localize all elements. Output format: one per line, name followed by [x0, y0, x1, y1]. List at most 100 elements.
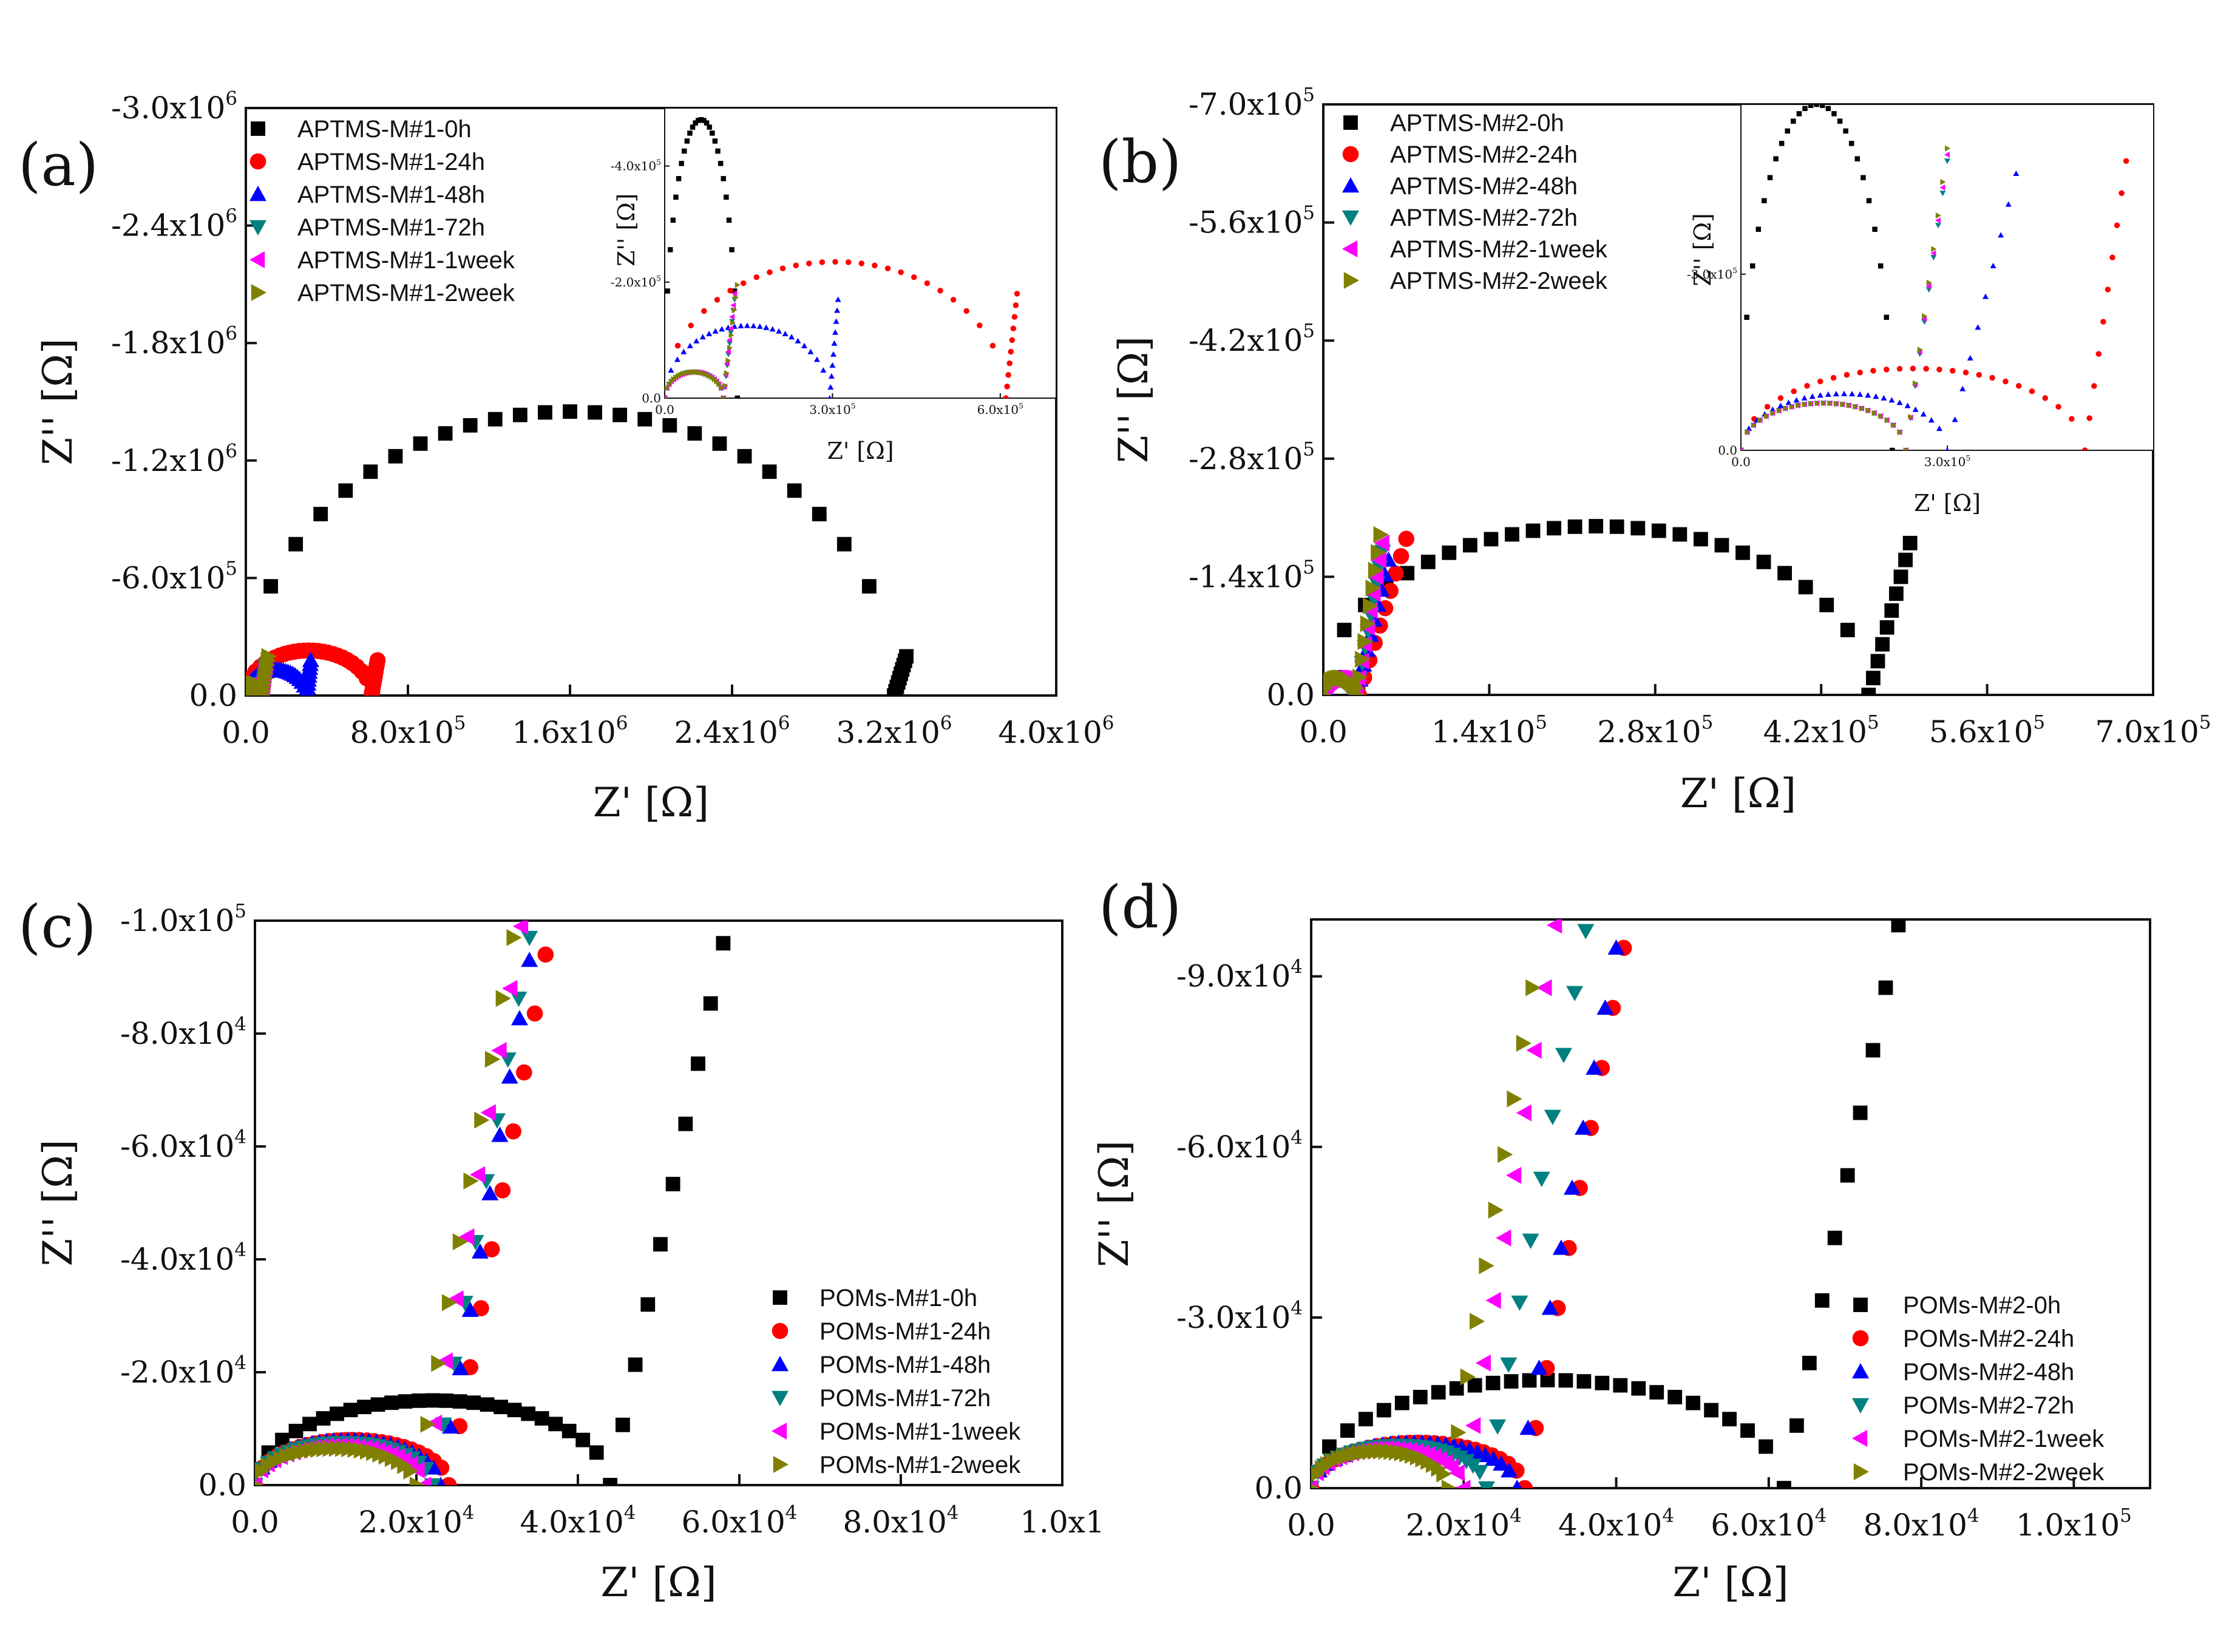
- y-tick-label: 0.0: [1254, 1471, 1303, 1506]
- y-axis-title: Z'' [Ω]: [1110, 336, 1157, 463]
- data-point-h48: [668, 367, 674, 373]
- data-point-w2: [1368, 561, 1384, 579]
- y-tick-label: 0.0: [189, 678, 237, 713]
- data-point-w1: [1925, 283, 1932, 289]
- data-point-w2: [495, 990, 511, 1007]
- data-point-h0: [1686, 1395, 1701, 1410]
- data-point-h24: [1764, 404, 1771, 410]
- data-point-h24: [727, 288, 733, 294]
- data-point-h0: [1827, 1230, 1842, 1245]
- data-point-w1: [491, 1041, 507, 1059]
- data-point-w1: [1455, 1480, 1471, 1488]
- data-point-h72: [1489, 1419, 1507, 1435]
- data-point-h48: [1873, 393, 1879, 399]
- data-point-h0: [1672, 527, 1688, 542]
- data-point-h0: [615, 1417, 630, 1432]
- y-tick-label: -1.8x106: [111, 323, 237, 361]
- data-point-h0: [1420, 554, 1436, 569]
- data-point-h0: [563, 404, 577, 419]
- data-point-h0: [1749, 263, 1755, 269]
- data-point-h24: [701, 308, 707, 314]
- data-point-h0: [1798, 580, 1813, 595]
- y-tick-label: -6.0x105: [111, 558, 237, 596]
- data-point-h48: [832, 329, 839, 335]
- data-point-h0: [1394, 1395, 1409, 1410]
- data-point-h24: [872, 262, 878, 269]
- data-point-h48: [1912, 406, 1919, 412]
- data-point-h48: [756, 323, 763, 329]
- data-point-h24: [1870, 368, 1876, 374]
- data-point-w2: [734, 282, 741, 288]
- legend-label: POMs-M#1-72h: [819, 1385, 991, 1412]
- data-point-w1: [437, 1352, 453, 1370]
- data-point-h0: [1802, 106, 1808, 112]
- data-point-h0: [716, 936, 731, 951]
- data-point-h24: [1013, 302, 1019, 308]
- data-point-h0: [1854, 156, 1861, 161]
- data-point-h48: [1793, 397, 1800, 403]
- y-tick-label: -1.2x106: [111, 440, 237, 478]
- data-point-h0: [1831, 111, 1837, 117]
- data-point-w2: [719, 385, 725, 391]
- data-point-h24: [1791, 388, 1797, 394]
- data-point-h0: [1840, 623, 1855, 637]
- legend-label: APTMS-M#2-1week: [1390, 236, 1608, 263]
- data-point-h24: [2055, 404, 2061, 410]
- data-point-w2: [1940, 178, 1946, 185]
- data-point-w2: [1436, 1465, 1452, 1483]
- y-tick-label: 0.0: [198, 1468, 246, 1503]
- data-point-h48: [1746, 425, 1752, 432]
- data-point-h0: [612, 407, 628, 422]
- data-point-h0: [1667, 1390, 1683, 1404]
- data-point-h24: [1910, 365, 1916, 372]
- data-point-h24: [963, 308, 969, 314]
- data-point-h48: [471, 1243, 489, 1259]
- data-point-h0: [1865, 1043, 1881, 1058]
- data-point-h0: [1861, 688, 1876, 695]
- data-point-h0: [707, 124, 712, 130]
- data-points: [1311, 919, 1906, 1488]
- data-point-w1: [409, 1461, 425, 1478]
- data-point-h0: [1878, 263, 1884, 269]
- data-point-h48: [699, 334, 706, 340]
- data-point-h0: [1878, 980, 1893, 995]
- data-points: [665, 117, 1020, 398]
- data-point-h0: [637, 411, 653, 427]
- data-point-h0: [1767, 175, 1773, 180]
- data-point-w2: [261, 648, 277, 665]
- data-point-w2: [506, 929, 522, 946]
- data-point-h48: [2005, 201, 2012, 207]
- legend-marker: [1853, 1298, 1868, 1312]
- data-point-h0: [1400, 566, 1415, 581]
- data-point-h0: [1322, 1439, 1337, 1454]
- data-point-h0: [712, 436, 727, 451]
- data-point-h0: [1773, 156, 1779, 161]
- data-point-h24: [440, 1477, 457, 1485]
- data-point-h24: [2015, 383, 2022, 389]
- panel-c: (c) 0.0 2.0x104 4.0x104 6.0x104 8.0x104 1.0x1 0…: [18, 893, 1105, 1606]
- data-point-h48: [827, 384, 834, 390]
- data-point-h0: [1525, 523, 1541, 538]
- data-point-w2: [731, 307, 738, 314]
- data-point-w2: [1770, 410, 1776, 416]
- data-point-w2: [1865, 407, 1871, 414]
- data-point-w1: [730, 302, 736, 309]
- x-tick-label: 6.0x105: [977, 401, 1023, 417]
- data-point-h48: [680, 348, 687, 354]
- data-point-h72: [1566, 986, 1584, 1001]
- data-point-h24: [1883, 367, 1890, 373]
- data-point-h24: [1004, 384, 1010, 390]
- legend-marker: [249, 251, 265, 268]
- y-tick-label: -3.0x106: [111, 88, 237, 126]
- data-point-h24: [898, 269, 904, 276]
- legend-label: APTMS-M#1-72h: [297, 214, 485, 241]
- data-point-h0: [1779, 141, 1785, 146]
- data-point-h48: [1982, 293, 1989, 299]
- data-point-h0: [1442, 545, 1457, 560]
- data-point-h0: [724, 194, 729, 200]
- data-point-h0: [1808, 104, 1814, 108]
- data-point-h24: [505, 1123, 521, 1140]
- data-point-h0: [690, 124, 696, 130]
- y-tick-label: -1.4x105: [1189, 557, 1315, 595]
- data-point-h48: [1596, 999, 1614, 1015]
